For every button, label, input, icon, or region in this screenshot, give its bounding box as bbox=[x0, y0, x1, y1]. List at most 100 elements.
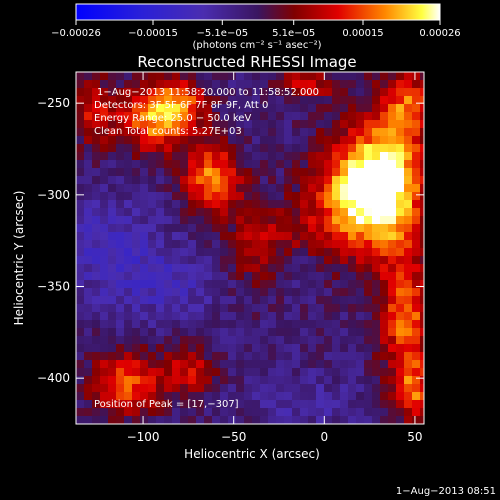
heatmap-cell bbox=[268, 392, 276, 400]
heatmap-cell bbox=[380, 152, 388, 160]
heatmap-cell bbox=[196, 408, 204, 416]
heatmap-cell bbox=[172, 248, 180, 256]
heatmap-cell bbox=[100, 328, 108, 336]
heatmap-cell bbox=[188, 304, 196, 312]
heatmap-cell bbox=[316, 312, 324, 320]
heatmap-cell bbox=[276, 200, 284, 208]
heatmap-cell bbox=[204, 360, 212, 368]
heatmap-cell bbox=[212, 352, 220, 360]
heatmap-cell bbox=[260, 264, 268, 272]
heatmap-cell bbox=[124, 152, 132, 160]
heatmap-cell bbox=[220, 208, 228, 216]
heatmap-cell bbox=[356, 232, 364, 240]
heatmap-cell bbox=[244, 384, 252, 392]
heatmap-cell bbox=[268, 280, 276, 288]
heatmap-cell bbox=[332, 240, 340, 248]
heatmap-cell bbox=[228, 120, 236, 128]
heatmap-cell bbox=[116, 336, 124, 344]
heatmap-cell bbox=[92, 88, 100, 96]
heatmap-cell bbox=[332, 72, 340, 80]
heatmap-cell bbox=[148, 248, 156, 256]
heatmap-cell bbox=[316, 336, 324, 344]
heatmap-cell bbox=[116, 224, 124, 232]
heatmap-cell bbox=[380, 272, 388, 280]
heatmap-cell bbox=[116, 392, 124, 400]
heatmap-cell bbox=[172, 416, 180, 424]
heatmap-cell bbox=[148, 368, 156, 376]
heatmap-cell bbox=[276, 384, 284, 392]
heatmap-cell bbox=[228, 336, 236, 344]
heatmap-cell bbox=[284, 344, 292, 352]
heatmap-cell bbox=[212, 304, 220, 312]
heatmap-cell bbox=[220, 280, 228, 288]
heatmap-cell bbox=[388, 280, 396, 288]
heatmap-cell bbox=[372, 200, 380, 208]
heatmap-cell bbox=[84, 304, 92, 312]
heatmap-cell bbox=[196, 312, 204, 320]
heatmap-cell bbox=[268, 232, 276, 240]
heatmap-cell bbox=[84, 208, 92, 216]
heatmap-cell bbox=[372, 296, 380, 304]
heatmap-cell bbox=[228, 72, 236, 80]
heatmap-cell bbox=[380, 352, 388, 360]
heatmap-cell bbox=[292, 104, 300, 112]
heatmap-cell bbox=[276, 360, 284, 368]
heatmap-cell bbox=[212, 272, 220, 280]
heatmap-cell bbox=[372, 352, 380, 360]
heatmap-cell bbox=[380, 168, 388, 176]
heatmap-cell bbox=[196, 384, 204, 392]
heatmap-cell bbox=[76, 112, 84, 120]
heatmap-cell bbox=[116, 416, 124, 424]
heatmap-cell bbox=[76, 96, 84, 104]
heatmap-cell bbox=[380, 144, 388, 152]
heatmap-cell bbox=[404, 248, 412, 256]
heatmap-cell bbox=[324, 320, 332, 328]
heatmap-cell bbox=[204, 392, 212, 400]
heatmap-cell bbox=[76, 408, 84, 416]
heatmap-cell bbox=[268, 304, 276, 312]
heatmap-cell bbox=[148, 376, 156, 384]
heatmap-cell bbox=[268, 352, 276, 360]
heatmap-cell bbox=[404, 136, 412, 144]
heatmap-cell bbox=[172, 408, 180, 416]
heatmap-cell bbox=[228, 240, 236, 248]
heatmap-cell bbox=[148, 416, 156, 424]
heatmap-cell bbox=[380, 408, 388, 416]
heatmap-cell bbox=[140, 184, 148, 192]
heatmap-cell bbox=[308, 384, 316, 392]
heatmap-cell bbox=[364, 192, 372, 200]
heatmap-cell bbox=[276, 304, 284, 312]
heatmap-cell bbox=[420, 256, 424, 264]
heatmap-cell bbox=[284, 352, 292, 360]
heatmap-cell bbox=[380, 104, 388, 112]
heatmap-cell bbox=[316, 352, 324, 360]
heatmap-cell bbox=[228, 160, 236, 168]
heatmap-cell bbox=[340, 176, 348, 184]
heatmap-cell bbox=[100, 200, 108, 208]
heatmap-cell bbox=[156, 376, 164, 384]
heatmap-cell bbox=[260, 320, 268, 328]
heatmap-cell bbox=[84, 320, 92, 328]
heatmap-cell bbox=[108, 344, 116, 352]
heatmap-cell bbox=[164, 72, 172, 80]
heatmap-cell bbox=[156, 400, 164, 408]
heatmap-cell bbox=[300, 256, 308, 264]
heatmap-cell bbox=[212, 336, 220, 344]
heatmap-cell bbox=[172, 280, 180, 288]
heatmap-cell bbox=[356, 216, 364, 224]
heatmap-cell bbox=[212, 280, 220, 288]
heatmap-cell bbox=[268, 312, 276, 320]
heatmap-cell bbox=[372, 312, 380, 320]
heatmap-cell bbox=[244, 296, 252, 304]
heatmap-cell bbox=[388, 248, 396, 256]
heatmap-cell bbox=[164, 336, 172, 344]
heatmap-cell bbox=[324, 264, 332, 272]
heatmap-cell bbox=[124, 296, 132, 304]
heatmap-cell bbox=[244, 224, 252, 232]
heatmap-cell bbox=[124, 336, 132, 344]
heatmap-cell bbox=[364, 280, 372, 288]
heatmap-cell bbox=[340, 184, 348, 192]
heatmap-cell bbox=[148, 312, 156, 320]
heatmap-cell bbox=[324, 256, 332, 264]
heatmap-cell bbox=[260, 400, 268, 408]
